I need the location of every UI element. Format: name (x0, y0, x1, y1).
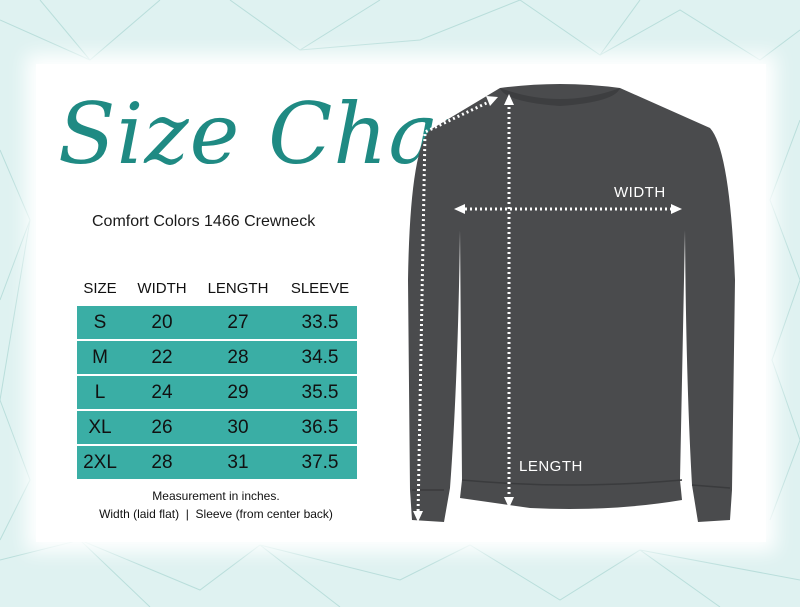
table-cell: M (92, 347, 108, 368)
width-label: WIDTH (614, 184, 666, 201)
table-cell: 28 (227, 347, 249, 368)
table-row: XL 26 30 36.5 (77, 411, 357, 444)
note-units: Measurement in inches. (152, 489, 280, 503)
header-sleeve: SLEEVE (290, 280, 350, 297)
table-cell: 35.5 (301, 382, 339, 403)
arrow-icon (504, 497, 514, 508)
table-cell: 36.5 (301, 417, 339, 438)
table-cell: 34.5 (301, 347, 339, 368)
table-row: M 22 28 34.5 (77, 341, 357, 374)
arrow-icon (413, 511, 423, 522)
table-cell: 28 (151, 452, 173, 473)
table-cell: 27 (227, 312, 249, 333)
table-row: L 24 29 35.5 (77, 376, 357, 409)
table-header: SIZE WIDTH LENGTH SLEEVE (77, 280, 357, 300)
table-cell: 26 (151, 417, 173, 438)
table-row: S 20 27 33.5 (77, 306, 357, 339)
table-cell: 24 (151, 382, 173, 403)
note-measurement: Width (laid flat) | Sleeve (from center … (99, 507, 333, 521)
table-cell: 31 (227, 452, 249, 473)
table-cell: 30 (227, 417, 249, 438)
length-label: LENGTH (519, 458, 583, 475)
sleeve-label: SLEEVE (392, 347, 410, 410)
header-length: LENGTH (207, 280, 269, 297)
sweatshirt-body (408, 84, 735, 522)
arrow-icon (504, 94, 514, 105)
table-cell: 2XL (83, 452, 117, 473)
table-cell: 20 (151, 312, 173, 333)
arrow-icon (486, 96, 498, 106)
arrow-icon (671, 204, 682, 214)
table-cell: XL (88, 417, 112, 438)
sweatshirt-image (408, 84, 735, 522)
table-cell: S (93, 312, 107, 333)
header-width: WIDTH (137, 280, 187, 297)
header-size: SIZE (83, 280, 117, 297)
table-cell: 33.5 (301, 312, 339, 333)
table-cell: 22 (151, 347, 173, 368)
table-cell: 29 (227, 382, 249, 403)
arrow-icon (454, 204, 465, 214)
table-cell: 37.5 (301, 452, 339, 473)
table-cell: L (94, 382, 106, 403)
subtitle: Comfort Colors 1466 Crewneck (92, 213, 316, 230)
table-row: 2XL 28 31 37.5 (77, 446, 357, 479)
